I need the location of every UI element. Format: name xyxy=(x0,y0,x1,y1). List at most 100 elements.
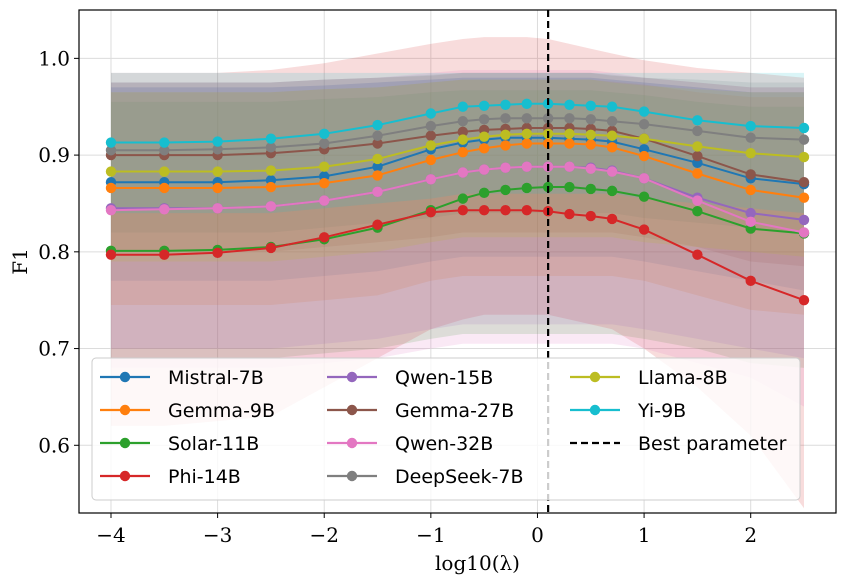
point-qwen-32b xyxy=(457,167,469,178)
point-gemma-27b xyxy=(798,176,810,188)
point-qwen-32b xyxy=(212,203,223,214)
point-qwen-32b xyxy=(692,195,703,206)
band-qwen-32b xyxy=(111,70,804,407)
point-gemma-27b xyxy=(457,126,469,138)
legend-entry: DeepSeek-7B xyxy=(327,466,524,488)
point-llama-8b xyxy=(265,165,277,176)
point-llama-8b xyxy=(692,141,703,152)
legend-entry: Llama-8B xyxy=(570,367,728,389)
legend-entry: Phi-14B xyxy=(100,466,241,488)
legend-entry: Yi-9B xyxy=(570,400,686,422)
point-yi-9b xyxy=(500,99,511,110)
point-llama-8b xyxy=(798,151,810,163)
point-qwen-32b xyxy=(500,162,511,173)
point-solar-11b xyxy=(585,183,596,195)
legend-entry: Best parameter xyxy=(570,433,787,455)
point-llama-8b xyxy=(745,147,756,159)
y-tick-label: 0.8 xyxy=(38,240,70,264)
point-llama-8b xyxy=(372,153,383,165)
point-yi-9b xyxy=(265,133,277,144)
series-gemma-9b xyxy=(105,138,810,203)
legend-marker xyxy=(119,404,131,416)
point-phi-14b xyxy=(425,206,437,218)
point-yi-9b xyxy=(478,100,490,111)
point-qwen-15b xyxy=(745,207,756,219)
point-gemma-9b xyxy=(457,146,469,158)
point-yi-9b xyxy=(319,128,330,140)
y-tick-label: 0.6 xyxy=(38,433,70,457)
point-qwen-32b xyxy=(478,164,490,175)
point-qwen-32b xyxy=(745,216,756,228)
band-qwen-15b xyxy=(111,77,804,359)
point-llama-8b xyxy=(564,128,575,140)
point-deepseek-7b xyxy=(638,118,650,130)
y-tick-label: 0.9 xyxy=(38,143,70,167)
legend-marker xyxy=(119,470,131,482)
point-gemma-9b xyxy=(798,192,810,203)
legend-label: Yi-9B xyxy=(637,400,686,422)
point-gemma-9b xyxy=(319,177,330,189)
y-tick-label: 0.7 xyxy=(38,337,70,361)
point-phi-14b xyxy=(457,205,469,216)
legend-label: DeepSeek-7B xyxy=(395,466,524,488)
legend-marker xyxy=(589,371,601,383)
x-tick-label: 0 xyxy=(531,523,544,547)
point-solar-11b xyxy=(500,184,511,196)
point-qwen-15b xyxy=(798,214,810,226)
legend-marker xyxy=(589,404,601,416)
legend-label: Phi-14B xyxy=(168,466,241,488)
legend-marker xyxy=(346,437,358,449)
legend-marker xyxy=(119,371,131,383)
point-solar-11b xyxy=(606,185,618,197)
point-solar-11b xyxy=(692,206,703,217)
point-gemma-27b xyxy=(425,130,437,141)
legend-entry: Solar-11B xyxy=(100,433,259,455)
point-deepseek-7b xyxy=(212,144,223,155)
point-qwen-32b xyxy=(638,173,650,184)
point-deepseek-7b xyxy=(319,138,330,149)
x-tick-label: −2 xyxy=(309,523,338,547)
legend-marker xyxy=(346,470,358,482)
series-qwen-32b xyxy=(105,161,810,238)
axis-ticks: −4 −3 −2 −1 0 1 2 0.6 0.7 0.8 0.9 1.0 xyxy=(38,46,757,547)
y-tick-label: 1.0 xyxy=(38,46,70,70)
point-deepseek-7b xyxy=(745,132,756,143)
point-phi-14b xyxy=(745,275,756,287)
point-deepseek-7b xyxy=(564,113,575,124)
point-qwen-32b xyxy=(319,195,330,206)
point-phi-14b xyxy=(500,205,511,216)
point-qwen-32b xyxy=(265,201,277,212)
band-mistral-7b xyxy=(111,77,804,291)
point-gemma-9b xyxy=(500,140,511,151)
point-gemma-9b xyxy=(638,150,650,162)
legend-label: Gemma-9B xyxy=(168,400,275,422)
series-llama-8b xyxy=(105,128,810,177)
point-deepseek-7b xyxy=(457,116,469,127)
point-deepseek-7b xyxy=(500,113,511,124)
legend-entry: Mistral-7B xyxy=(100,367,264,389)
x-tick-label: −4 xyxy=(96,523,125,547)
legend-label: Mistral-7B xyxy=(168,367,264,389)
point-solar-11b xyxy=(564,181,575,193)
point-phi-14b xyxy=(105,249,117,260)
point-phi-14b xyxy=(372,219,383,230)
point-deepseek-7b xyxy=(372,130,383,141)
point-deepseek-7b xyxy=(798,134,810,145)
point-deepseek-7b xyxy=(478,114,490,125)
point-yi-9b xyxy=(798,122,810,134)
band-solar-11b xyxy=(111,90,804,368)
point-qwen-32b xyxy=(798,227,810,238)
legend: Mistral-7B Gemma-9B Solar-11B Phi-14B Qwen-1… xyxy=(91,357,801,501)
legend-marker xyxy=(346,404,358,416)
point-solar-11b xyxy=(521,182,533,194)
legend-label: Gemma-27B xyxy=(395,400,514,422)
point-qwen-32b xyxy=(521,161,533,172)
point-llama-8b xyxy=(425,140,437,151)
x-tick-label: −1 xyxy=(416,523,445,547)
point-deepseek-7b xyxy=(105,145,117,156)
point-llama-8b xyxy=(521,128,533,140)
point-deepseek-7b xyxy=(521,113,533,124)
point-deepseek-7b xyxy=(159,145,170,156)
series-deepseek-7b xyxy=(105,113,810,156)
legend-label: Qwen-32B xyxy=(395,433,493,455)
